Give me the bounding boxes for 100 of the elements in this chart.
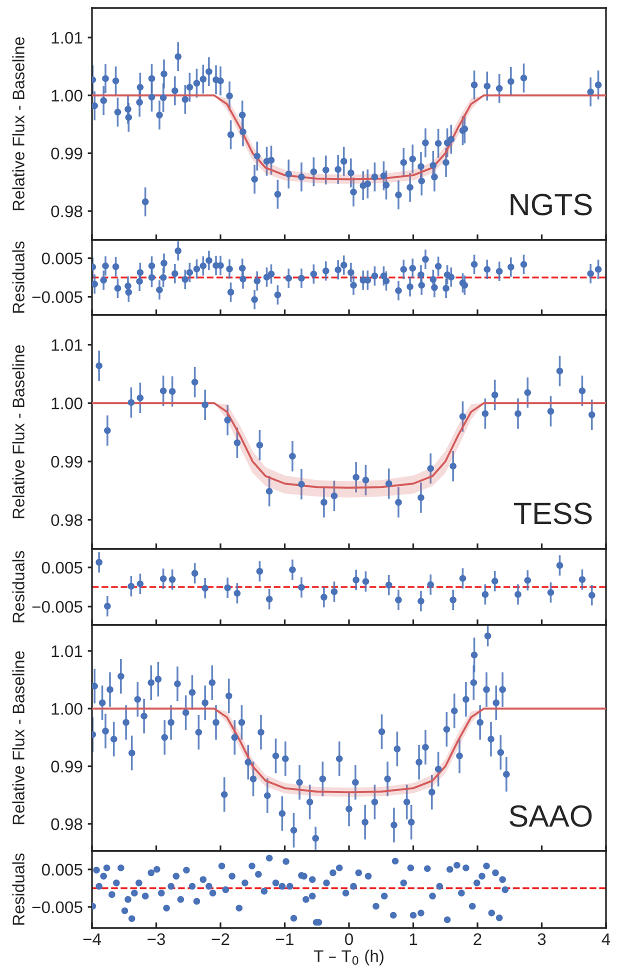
x-tick-label: −1 [276,933,294,945]
point [524,576,532,584]
point [459,413,466,420]
point [362,578,370,585]
point [352,576,360,584]
y-axis-title: Relative Flux - Baseline [12,37,24,210]
y-tick-label: 0.005 [42,864,82,876]
point [547,589,554,596]
point [556,368,564,374]
point [136,394,144,402]
point [224,416,231,424]
y-tick-label: 0.99 [51,456,82,468]
point [514,410,522,418]
y-axis-title: Residuals [12,242,24,313]
x-tick-label: −3 [148,933,166,946]
point [320,498,328,506]
point [202,584,208,592]
point [104,602,111,610]
point [547,408,554,415]
y-tick-label: −0.005 [32,600,82,613]
point [482,410,489,418]
point [459,574,466,582]
point [588,592,596,599]
point [128,399,135,406]
y-axis-title: Residuals [12,854,24,925]
y-tick-label: 0.005 [42,252,82,264]
point [330,588,338,596]
y-axis-title: Relative Flux - Baseline [12,345,24,518]
point [104,427,111,434]
point [427,465,434,472]
y-tick-label: 0.99 [51,760,82,772]
point [266,488,273,495]
point [298,584,305,591]
point [298,480,305,488]
point [136,580,144,588]
point [514,591,522,598]
y-tick-label: −0.005 [32,901,82,914]
point [395,498,402,506]
x-tick-label: −2 [212,933,230,945]
y-tick-label: 1.00 [52,90,82,102]
point [234,590,241,597]
point [556,562,564,569]
point [352,474,360,481]
point [191,378,198,386]
point [256,568,264,575]
point [128,582,135,590]
x-tick-label: 3 [538,933,546,946]
y-tick-label: 0.98 [51,818,82,830]
point [256,442,264,449]
point [234,439,241,446]
point [482,591,489,598]
x-tick-label: −4 [83,933,102,945]
point [191,570,198,577]
point [289,452,296,460]
x-tick-label: 2 [474,933,482,945]
point [160,387,167,394]
point [168,388,176,395]
point [385,480,392,488]
y-axis-title: Residuals [12,551,24,622]
y-tick-label: 1.00 [52,398,82,410]
point [160,575,167,582]
point [266,596,273,603]
point [427,581,434,588]
point [96,558,102,566]
x-tick-label: 1 [410,933,418,945]
point [450,462,456,470]
y-tick-label: 0.99 [51,148,82,160]
y-tick-label: 0.98 [51,205,82,218]
point [578,387,586,394]
point [224,584,231,592]
point [588,411,596,418]
point [578,576,586,583]
point [330,492,338,500]
y-axis-title: Relative Flux - Baseline [12,651,24,824]
annotation: TESS [514,502,592,524]
x-tick-label: 4 [602,933,610,945]
point [450,596,456,604]
point [96,362,102,370]
point [320,594,328,601]
y-tick-label: 1.01 [52,339,82,351]
annotation: SAAO [510,805,592,827]
point [385,582,392,588]
y-tick-label: 1.01 [52,645,82,658]
point [418,494,424,502]
point [524,389,532,396]
point [491,578,498,585]
y-tick-label: 1.01 [52,32,82,44]
y-tick-label: −0.005 [32,291,82,304]
x-axis-title: T – T$_{0}$ (h) [314,950,384,966]
point [491,392,498,398]
point [418,598,424,605]
y-tick-label: 0.98 [51,514,82,526]
point [289,566,296,574]
annotation: NGTS [510,194,592,216]
point [202,401,208,408]
point [168,576,176,583]
point [395,596,402,604]
y-tick-label: 0.005 [42,562,82,574]
x-tick-label: 0 [345,933,353,946]
y-tick-label: 1.00 [52,703,82,715]
